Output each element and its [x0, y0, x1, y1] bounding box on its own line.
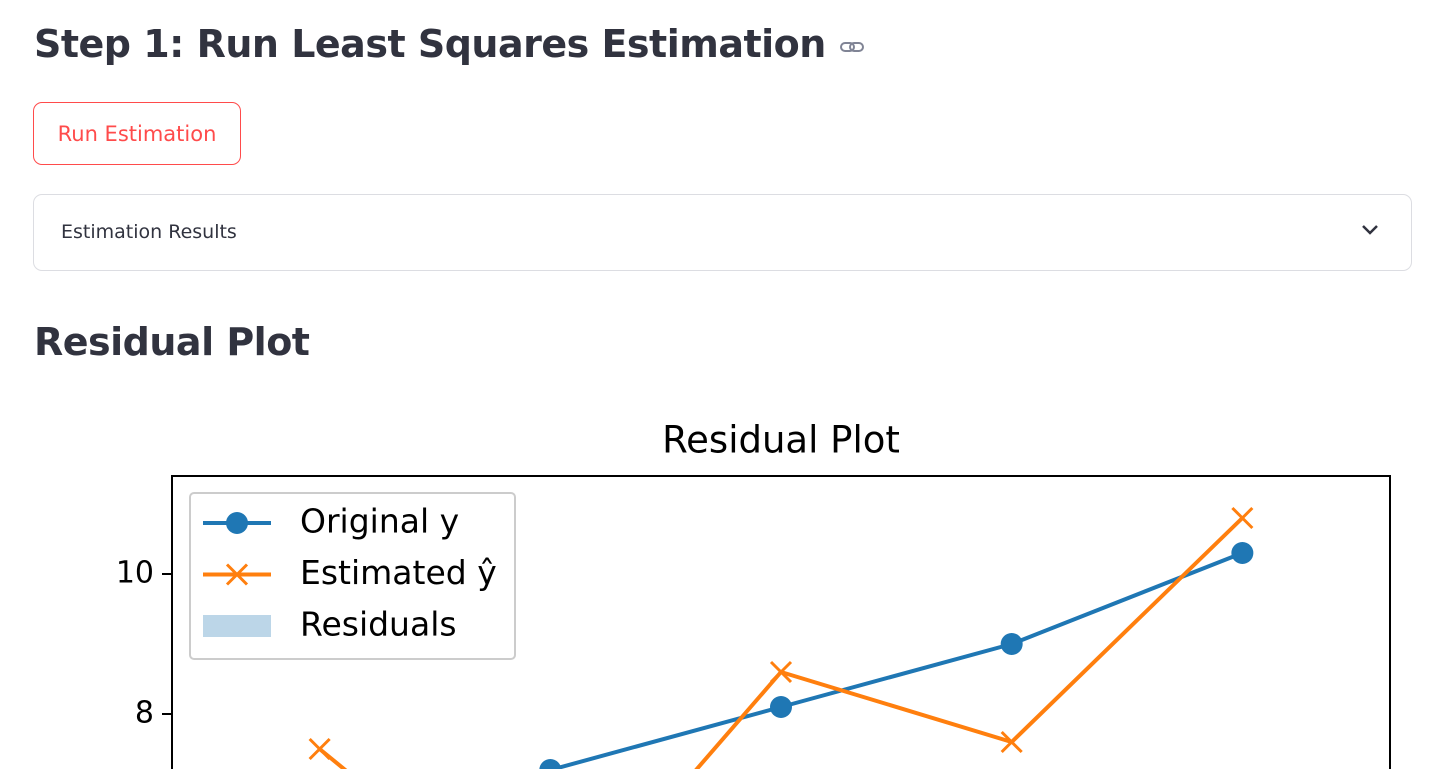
point	[1000, 730, 1023, 754]
run-button[interactable]: Run Estimation	[33, 102, 241, 165]
point	[770, 696, 792, 718]
plot-frame	[171, 475, 1391, 769]
y-tick-label: 8	[135, 696, 154, 731]
expander-label: Estimation Results	[61, 221, 237, 243]
legend-box	[189, 492, 516, 660]
legend-patch	[203, 615, 271, 637]
y-tick-label: 10	[116, 556, 154, 591]
point	[539, 759, 562, 769]
legend-label: Original y	[300, 502, 459, 541]
legend-marker	[225, 563, 249, 586]
page-title: Step 1: Run Least Squares Estimation	[34, 22, 867, 66]
expander[interactable]: Estimation Results	[33, 194, 1412, 271]
point	[1231, 506, 1254, 530]
point	[1231, 542, 1254, 564]
legend-label: Estimated ŷ	[300, 553, 497, 592]
point	[769, 660, 793, 684]
chevron	[1362, 225, 1378, 235]
point	[1000, 633, 1023, 655]
point	[308, 737, 331, 761]
page-title-text: Step 1: Run Least Squares Estimation	[34, 22, 826, 66]
link-icon[interactable]	[839, 37, 867, 57]
legend-label: Residuals	[300, 605, 457, 644]
chart-title: Residual Plot	[662, 419, 900, 462]
legend-marker	[226, 512, 248, 534]
legend: Original y Estimated ŷ Residuals	[189, 492, 516, 660]
section-title: Residual Plot	[34, 320, 310, 364]
